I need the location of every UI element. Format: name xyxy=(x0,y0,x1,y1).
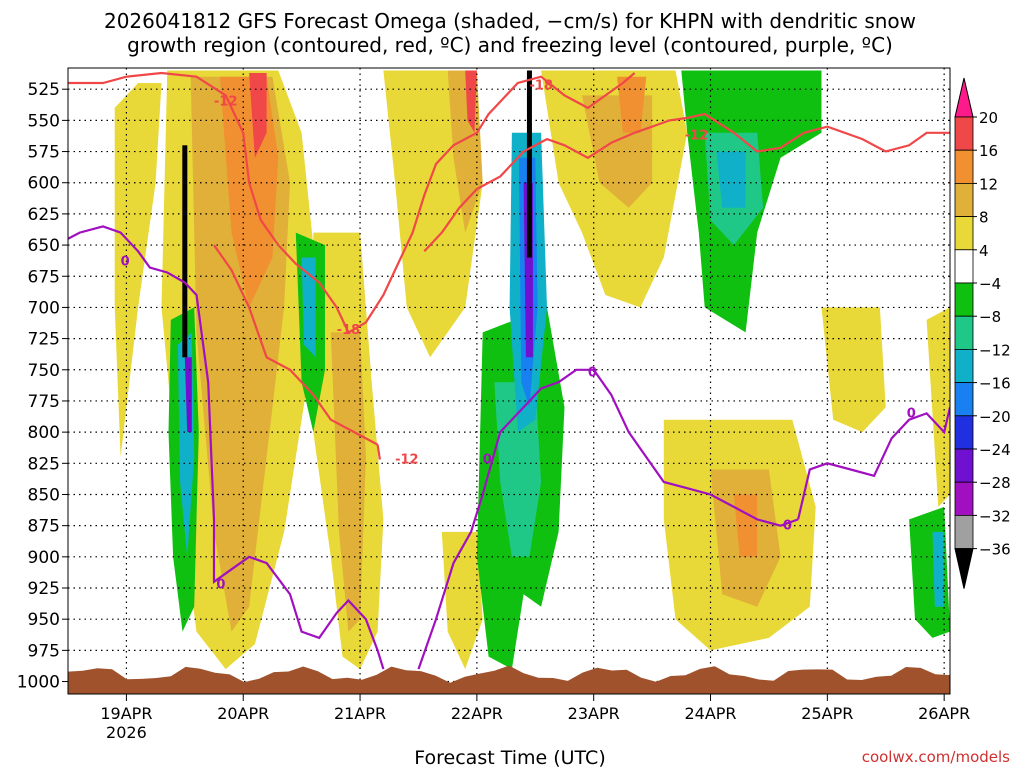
x-tick-label: 23APR xyxy=(568,704,620,723)
omega-shaded-region xyxy=(330,332,366,632)
freezing-level-contour-label: 0 xyxy=(121,254,130,269)
colorbar-label: 8 xyxy=(979,209,989,227)
dendritic-contour-label: -18 xyxy=(529,78,553,93)
omega-extreme-band xyxy=(182,145,188,358)
dendritic-contour-label: -12 xyxy=(395,453,419,468)
y-tick-label: 825 xyxy=(28,454,60,474)
y-tick-label: 575 xyxy=(28,143,60,163)
y-tick-label: 800 xyxy=(28,423,60,443)
y-tick-label: 1000 xyxy=(17,673,60,693)
y-tick-label: 600 xyxy=(28,174,60,194)
colorbar-label: −36 xyxy=(979,541,1011,559)
colorbar-swatch xyxy=(954,481,974,516)
colorbar-label: −8 xyxy=(979,308,1001,326)
y-tick-label: 675 xyxy=(28,267,60,287)
x-tick-label: 25APR xyxy=(801,704,853,723)
colorbar-label: 20 xyxy=(979,109,998,127)
y-axis-pressure: 525 550 575 600 625 650 675 700 725 750 775 800 825 8… xyxy=(17,80,68,693)
x-tick-label: 26APR xyxy=(918,704,970,723)
colorbar-label: −16 xyxy=(979,375,1011,393)
freezing-level-contour-label: 0 xyxy=(907,406,916,421)
freezing-level-contour-label: 0 xyxy=(216,577,225,592)
colorbar-swatch xyxy=(954,315,974,350)
y-tick-label: 550 xyxy=(28,111,60,131)
omega-shaded-region xyxy=(465,70,477,133)
freezing-level-contour-line xyxy=(797,406,950,520)
colorbar-label: −12 xyxy=(979,341,1011,359)
colorbar-swatch xyxy=(954,515,974,550)
y-tick-label: 950 xyxy=(28,610,60,630)
x-tick-label: 20APR xyxy=(217,704,269,723)
colorbar-swatch xyxy=(954,182,974,217)
chart-title-line-1: 2026041812 GFS Forecast Omega (shaded, −… xyxy=(104,9,916,33)
freezing-level-contour-label: 0 xyxy=(783,519,792,534)
y-tick-label: 875 xyxy=(28,517,60,537)
omega-shaded-region xyxy=(617,76,647,133)
colorbar-label: −28 xyxy=(979,474,1011,492)
omega-shaded-region xyxy=(716,151,746,208)
x-tick-label: 19APR xyxy=(100,704,152,723)
colorbar-label: 4 xyxy=(979,242,989,260)
colorbar-bottom-arrow xyxy=(954,548,974,589)
colorbar-swatch xyxy=(954,415,974,450)
y-tick-label: 775 xyxy=(28,392,60,412)
colorbar-legend: 20 16 12 8 4 −4 −8 −12 −16 −20 −24 −28 −32 −36 xyxy=(954,77,1011,589)
omega-shaded-region xyxy=(926,307,950,507)
x-tick-label: 21APR xyxy=(334,704,386,723)
colorbar-swatch xyxy=(954,348,974,383)
colorbar-swatch xyxy=(954,382,974,417)
freezing-level-contour-label: 0 xyxy=(588,365,597,380)
x-axis-label: Forecast Time (UTC) xyxy=(414,747,605,768)
y-tick-label: 725 xyxy=(28,330,60,350)
dendritic-contour-label: -12 xyxy=(214,95,238,110)
y-tick-label: 925 xyxy=(28,579,60,599)
y-tick-label: 750 xyxy=(28,361,60,381)
y-tick-label: 625 xyxy=(28,205,60,225)
x-tick-year-label: 2026 xyxy=(106,723,147,742)
y-tick-label: 525 xyxy=(28,80,60,100)
colorbar-label: −32 xyxy=(979,507,1011,525)
y-tick-label: 700 xyxy=(28,298,60,318)
freezing-level-contour-line xyxy=(417,368,799,670)
colorbar-swatch xyxy=(954,448,974,483)
x-tick-label: 24APR xyxy=(684,704,736,723)
y-tick-label: 900 xyxy=(28,548,60,568)
omega-shaded-region xyxy=(114,83,162,458)
dendritic-contour-line xyxy=(376,444,381,460)
dendritic-contour-line xyxy=(213,244,379,446)
dendritic-contour-line xyxy=(423,131,636,253)
dendritic-contour-line xyxy=(68,71,636,334)
colorbar-label: −20 xyxy=(979,408,1011,426)
colorbar-swatch xyxy=(954,249,974,284)
colorbar-swatch xyxy=(954,116,974,151)
x-tick-label: 22APR xyxy=(451,704,503,723)
colorbar-swatch xyxy=(954,216,974,251)
y-tick-label: 850 xyxy=(28,485,60,505)
chart-title-line-2: growth region (contoured, red, ºC) and f… xyxy=(127,33,893,57)
freezing-level-contour-line xyxy=(68,225,385,670)
omega-extreme-band xyxy=(526,70,532,258)
terrain-ground xyxy=(68,665,950,694)
dendritic-contour-label: -12 xyxy=(685,128,709,143)
y-tick-label: 975 xyxy=(28,641,60,661)
dendritic-contour-label: -18 xyxy=(337,323,361,338)
colorbar-swatch xyxy=(954,282,974,317)
plot-area: -12 -18 -12 -18 -12 0 0 0 0 0 0 xyxy=(67,67,951,695)
omega-shaded-region xyxy=(821,307,886,433)
colorbar-label: 12 xyxy=(979,175,998,193)
y-tick-label: 650 xyxy=(28,236,60,256)
colorbar-label: 16 xyxy=(979,142,998,160)
source-credit: coolwx.com/models xyxy=(862,748,1010,766)
omega-shaded-region xyxy=(932,531,945,607)
colorbar-label: −24 xyxy=(979,441,1011,459)
colorbar-swatch xyxy=(954,149,974,184)
omega-shaded-region xyxy=(184,357,192,433)
omega-shaded-region xyxy=(249,73,267,158)
dendritic-contour-line xyxy=(634,112,950,153)
colorbar-label: −4 xyxy=(979,275,1001,293)
freezing-level-contour-label: 0 xyxy=(483,453,492,468)
omega-shaded-region xyxy=(301,257,316,358)
